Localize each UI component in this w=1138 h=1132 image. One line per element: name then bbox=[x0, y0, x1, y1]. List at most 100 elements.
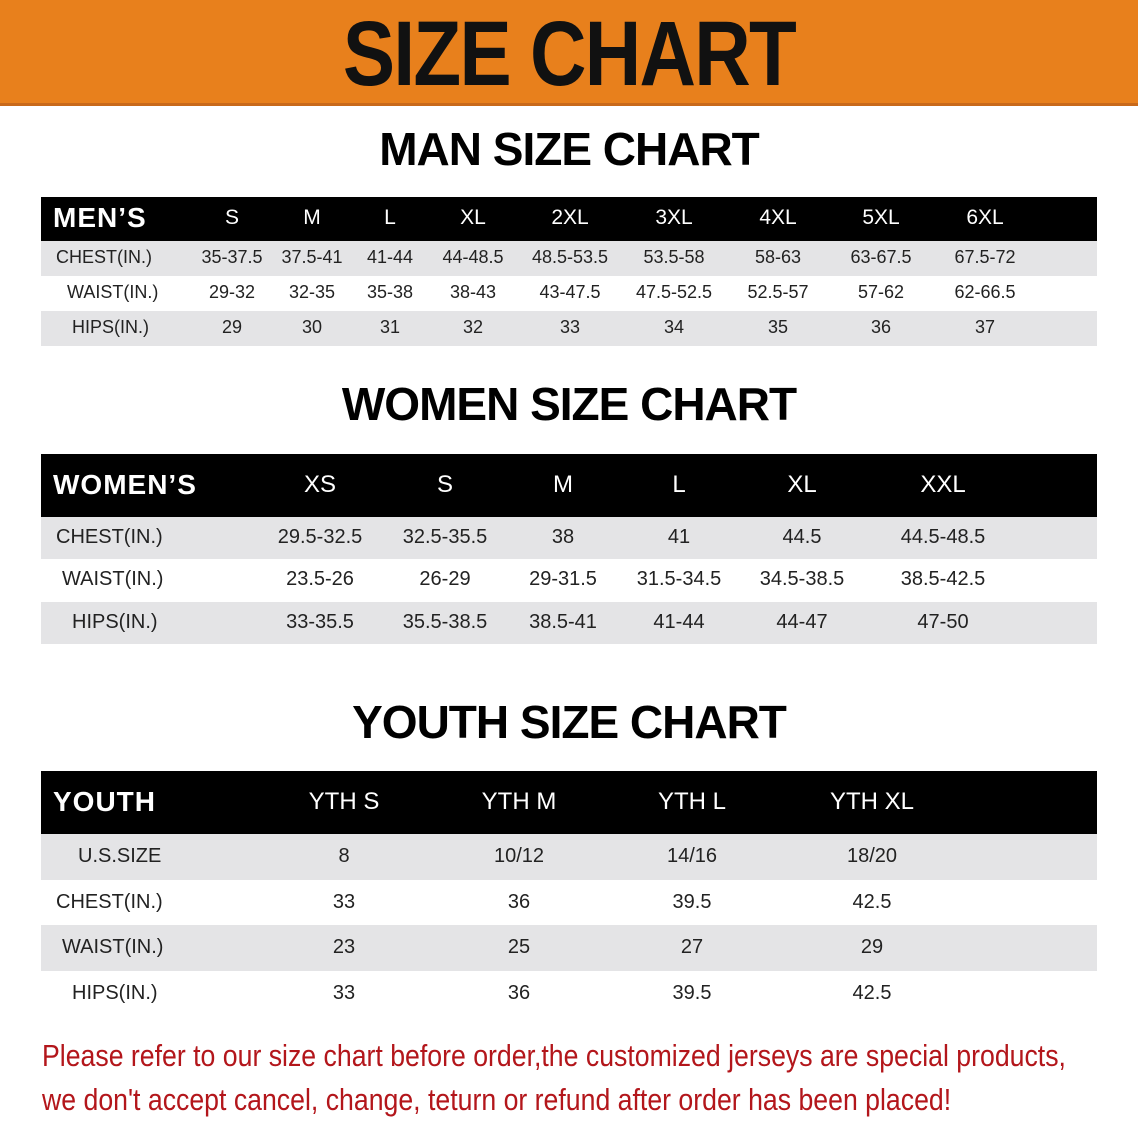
table-row: U.S.SIZE 8 10/12 14/16 18/20 bbox=[41, 834, 1097, 880]
table-row: CHEST(IN.) 29.5-32.5 32.5-35.5 38 41 44.5 44.5… bbox=[41, 517, 1097, 560]
size-header: XXL bbox=[920, 470, 966, 498]
table-cell: 31.5-34.5 bbox=[636, 568, 722, 591]
size-header: XL bbox=[460, 205, 486, 229]
table-cell: 41-44 bbox=[366, 247, 414, 267]
table-cell: 53.5-58 bbox=[643, 247, 705, 267]
table-row: CHEST(IN.) 33 36 39.5 42.5 bbox=[41, 880, 1097, 926]
notice-line-2: we don't accept cancel, change, teturn o… bbox=[42, 1082, 952, 1117]
women-section-title: WOMEN SIZE CHART bbox=[341, 378, 797, 430]
table-cell: 35-37.5 bbox=[201, 247, 263, 267]
table-header-row: MEN’S S M L XL 2XL 3XL 4XL 5XL 6XL bbox=[41, 197, 1097, 241]
size-header: L bbox=[384, 205, 396, 229]
banner: SIZE CHART bbox=[0, 0, 1138, 106]
table-cell: 34 bbox=[663, 317, 685, 337]
size-header: YTH M bbox=[481, 787, 557, 815]
table-cell: 14/16 bbox=[666, 845, 718, 867]
size-header: L bbox=[672, 470, 686, 498]
men-section-title: MAN SIZE CHART bbox=[379, 123, 760, 175]
size-header: XL bbox=[787, 470, 817, 498]
table-row: CHEST(IN.) 35-37.5 37.5-41 41-44 44-48.5 48.5… bbox=[41, 241, 1097, 276]
table-cell: 63-67.5 bbox=[850, 247, 912, 267]
table-cell: 36 bbox=[870, 317, 892, 337]
size-header: M bbox=[553, 470, 573, 498]
table-cell: 18/20 bbox=[846, 845, 898, 867]
banner-title: SIZE CHART bbox=[342, 3, 797, 105]
table-cell: 32 bbox=[462, 317, 484, 337]
table-cell: 41 bbox=[667, 526, 691, 548]
size-header: YTH XL bbox=[829, 787, 915, 815]
size-header: 2XL bbox=[551, 205, 589, 229]
row-label: WAIST(IN.) bbox=[62, 936, 164, 958]
table-cell: 29.5-32.5 bbox=[277, 526, 363, 548]
row-label: U.S.SIZE bbox=[78, 845, 162, 867]
table-cell: 42.5 bbox=[852, 981, 892, 1004]
table-row: WAIST(IN.) 23 25 27 29 bbox=[41, 925, 1097, 971]
row-label: WAIST(IN.) bbox=[67, 282, 159, 302]
header-label: MEN’S bbox=[53, 202, 147, 233]
table-cell: 44.5 bbox=[782, 526, 822, 548]
row-label: WAIST(IN.) bbox=[62, 568, 164, 591]
table-cell: 35-38 bbox=[366, 282, 414, 302]
youth-section-title: YOUTH SIZE CHART bbox=[352, 696, 787, 748]
size-header: S bbox=[224, 205, 240, 229]
row-label: HIPS(IN.) bbox=[72, 317, 150, 337]
table-row: HIPS(IN.) 33 36 39.5 42.5 bbox=[41, 971, 1097, 1017]
table-cell: 23.5-26 bbox=[286, 568, 354, 591]
table-cell: 8 bbox=[338, 845, 350, 867]
row-label: HIPS(IN.) bbox=[72, 981, 158, 1004]
table-cell: 67.5-72 bbox=[954, 247, 1016, 267]
table-cell: 39.5 bbox=[672, 981, 712, 1004]
table-cell: 10/12 bbox=[493, 845, 545, 867]
size-header: 5XL bbox=[862, 205, 900, 229]
table-cell: 48.5-53.5 bbox=[531, 247, 609, 267]
table-cell: 38.5-41 bbox=[529, 610, 597, 633]
table-cell: 29 bbox=[860, 936, 884, 958]
table-cell: 33-35.5 bbox=[286, 610, 354, 633]
table-cell: 27 bbox=[680, 936, 704, 958]
table-cell: 44-47 bbox=[776, 610, 828, 633]
row-label: CHEST(IN.) bbox=[56, 247, 152, 267]
table-cell: 38.5-42.5 bbox=[900, 568, 986, 591]
table-cell: 35.5-38.5 bbox=[402, 610, 488, 633]
table-cell: 32-35 bbox=[288, 282, 336, 302]
table-cell: 29-31.5 bbox=[529, 568, 597, 591]
table-cell: 35 bbox=[767, 317, 789, 337]
table-cell: 44-48.5 bbox=[442, 247, 504, 267]
size-header: YTH S bbox=[308, 787, 380, 815]
table-cell: 25 bbox=[507, 936, 531, 958]
table-header-row: WOMEN’S XS S M L XL XXL bbox=[41, 454, 1097, 517]
size-header: XS bbox=[303, 470, 337, 498]
table-cell: 29 bbox=[221, 317, 243, 337]
table-cell: 58-63 bbox=[754, 247, 802, 267]
table-cell: 31 bbox=[379, 317, 401, 337]
size-header: 6XL bbox=[966, 205, 1004, 229]
header-label: WOMEN’S bbox=[53, 468, 197, 500]
table-cell: 43-47.5 bbox=[539, 282, 601, 302]
table-cell: 57-62 bbox=[857, 282, 905, 302]
table-cell: 38-43 bbox=[449, 282, 497, 302]
table-row: WAIST(IN.) 23.5-26 26-29 29-31.5 31.5-34.5 34… bbox=[41, 559, 1097, 601]
table-cell: 29-32 bbox=[208, 282, 256, 302]
table-row: HIPS(IN.) 29 30 31 32 33 34 35 36 37 bbox=[41, 311, 1097, 346]
size-header: M bbox=[303, 205, 321, 229]
table-cell: 37 bbox=[974, 317, 996, 337]
table-cell: 42.5 bbox=[852, 890, 892, 913]
row-label: CHEST(IN.) bbox=[56, 526, 163, 548]
table-cell: 47.5-52.5 bbox=[635, 282, 713, 302]
table-cell: 33 bbox=[332, 890, 356, 913]
table-cell: 39.5 bbox=[672, 890, 712, 913]
table-cell: 26-29 bbox=[419, 568, 471, 591]
row-label: HIPS(IN.) bbox=[72, 610, 158, 633]
table-cell: 34.5-38.5 bbox=[759, 568, 845, 591]
notice-line-1: Please refer to our size chart before or… bbox=[42, 1038, 1066, 1073]
table-row: WAIST(IN.) 29-32 32-35 35-38 38-43 43-47.5 47.… bbox=[41, 276, 1097, 311]
size-header: S bbox=[436, 470, 454, 498]
header-label: YOUTH bbox=[53, 785, 156, 817]
table-cell: 62-66.5 bbox=[954, 282, 1016, 302]
table-header-row: YOUTH YTH S YTH M YTH L YTH XL bbox=[41, 771, 1097, 834]
table-cell: 36 bbox=[507, 981, 531, 1004]
table-row: HIPS(IN.) 33-35.5 35.5-38.5 38.5-41 41-44 44-… bbox=[41, 601, 1097, 644]
size-header: 4XL bbox=[759, 205, 797, 229]
table-cell: 32.5-35.5 bbox=[402, 526, 488, 548]
table-cell: 33 bbox=[332, 981, 356, 1004]
